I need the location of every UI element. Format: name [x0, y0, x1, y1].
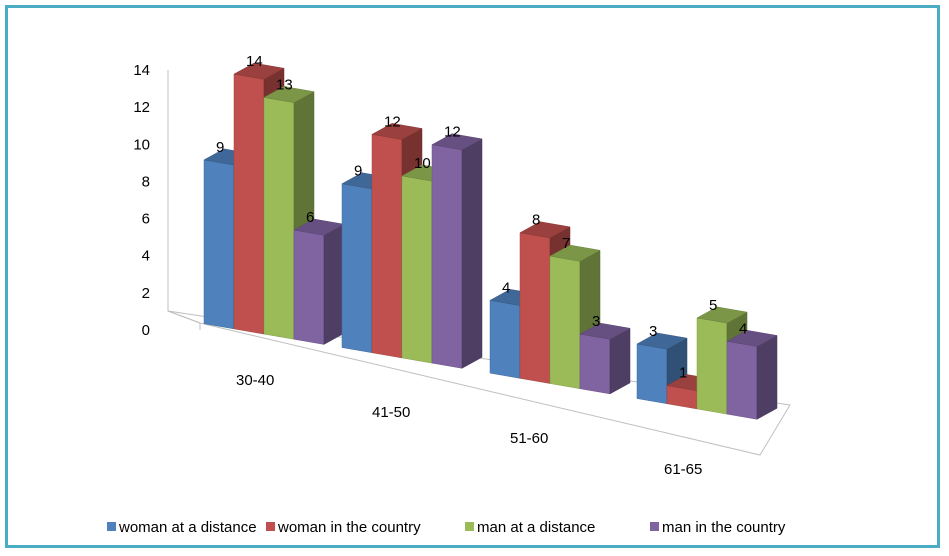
y-tick-label: 10	[133, 136, 150, 153]
y-tick-label: 4	[142, 248, 150, 265]
bar-front	[519, 232, 551, 384]
data-label: 12	[444, 124, 461, 141]
bar-side	[756, 335, 778, 420]
bar-front	[203, 159, 235, 330]
category-label: 51-60	[510, 430, 548, 447]
y-tick-label: 8	[142, 173, 150, 190]
bar-front	[341, 183, 373, 354]
legend-swatch	[266, 522, 275, 531]
bar-front	[726, 341, 758, 420]
bar-front	[401, 175, 433, 364]
data-label: 9	[354, 163, 362, 180]
legend-item: man at a distance	[465, 519, 595, 536]
bar-front	[431, 144, 463, 369]
bar-front	[696, 317, 728, 415]
data-label: 9	[216, 139, 224, 156]
legend: woman at a distance woman in the country m…	[107, 519, 786, 536]
y-tick-label: 0	[142, 322, 150, 339]
y-tick-label: 2	[142, 285, 150, 302]
bar-side	[461, 138, 483, 369]
bar-side	[609, 327, 631, 395]
bar-top	[371, 123, 423, 140]
bar-front	[549, 255, 581, 389]
data-label: 5	[709, 297, 717, 314]
data-label: 13	[276, 76, 293, 93]
bar-front	[636, 343, 668, 405]
legend-swatch	[107, 522, 116, 531]
category-label: 30-40	[236, 372, 274, 389]
bar-top	[636, 332, 688, 350]
bar-man-in-the-country-61-65	[726, 330, 778, 420]
data-label: 3	[592, 313, 600, 330]
legend-label: woman at a distance	[118, 519, 257, 536]
data-label: 7	[562, 235, 570, 252]
legend-swatch	[465, 522, 474, 531]
bar-side	[323, 223, 345, 345]
legend-item: woman in the country	[266, 519, 421, 536]
bar-man-in-the-country-41-50	[431, 133, 483, 369]
bar-top	[263, 86, 315, 103]
bar-front	[233, 73, 265, 335]
bar-front	[263, 97, 295, 340]
legend-label: woman in the country	[277, 519, 421, 536]
data-label: 3	[649, 323, 657, 340]
data-label: 10	[414, 155, 431, 172]
bar-top	[431, 133, 483, 151]
y-tick-label: 14	[133, 62, 150, 79]
data-label: 6	[306, 209, 314, 226]
bar-top	[549, 244, 601, 262]
data-label: 8	[532, 212, 540, 229]
bar-top	[233, 62, 285, 80]
bar-front	[579, 333, 611, 395]
legend-item: man in the country	[650, 519, 786, 536]
legend-swatch	[650, 522, 659, 531]
bar-front	[489, 300, 521, 379]
bar-front	[293, 229, 325, 345]
labels-layer: 0 2 4 6 8 10 12 14 9 14 13 6 9 12 10 12 4 8 7 3 3 1 5 4 30-40 41-…	[133, 53, 747, 478]
legend-label: man in the country	[662, 519, 786, 536]
data-label: 1	[679, 365, 687, 382]
data-label: 4	[502, 279, 510, 296]
legend-item: woman at a distance	[107, 519, 257, 536]
bars-layer	[203, 62, 778, 420]
bar-man-in-the-country-51-60	[579, 322, 631, 395]
category-label: 61-65	[664, 461, 702, 478]
bar-top	[696, 306, 748, 324]
y-tick-label: 12	[133, 99, 150, 116]
bar-front	[371, 134, 403, 359]
bar-top	[579, 322, 631, 340]
back-wall-edge	[167, 70, 201, 324]
bar-man-in-the-country-30-40	[293, 218, 345, 345]
data-label: 12	[384, 113, 401, 130]
category-label: 41-50	[372, 404, 410, 421]
data-label: 14	[246, 53, 263, 70]
data-label: 4	[739, 320, 747, 337]
bar-top	[519, 221, 571, 239]
bar-top	[726, 330, 778, 347]
y-tick-label: 6	[142, 211, 150, 228]
legend-label: man at a distance	[477, 519, 595, 536]
